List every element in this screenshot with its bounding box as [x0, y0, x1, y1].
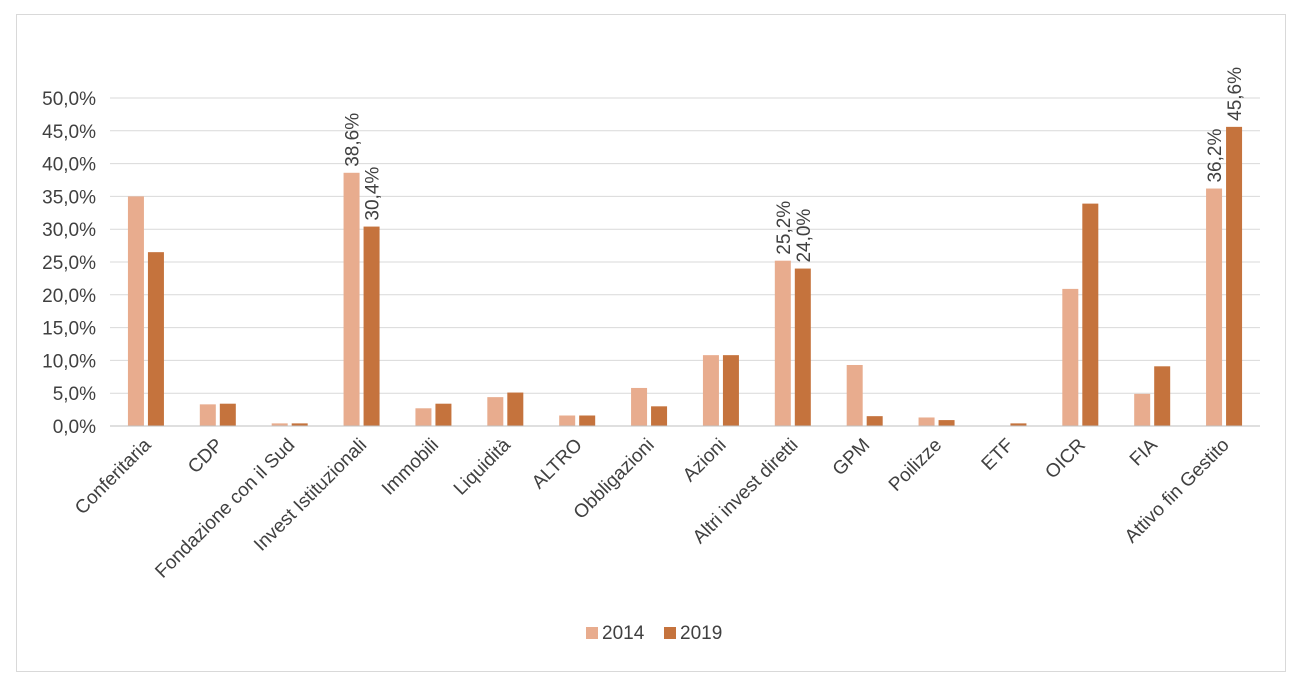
bar-2014: [702, 355, 719, 426]
data-label: 45,6%: [1225, 67, 1246, 121]
bar-2019: [363, 226, 380, 426]
bar-2019: [1154, 366, 1171, 426]
y-tick-label: 50,0%: [42, 89, 96, 110]
y-tick-label: 5,0%: [53, 384, 96, 405]
y-tick-label: 40,0%: [42, 155, 96, 176]
data-label: 36,2%: [1205, 129, 1226, 183]
category-label: Azioni: [679, 435, 730, 486]
data-label: 30,4%: [363, 167, 384, 221]
bar-2014: [1134, 393, 1151, 426]
bar-2019: [507, 392, 524, 426]
y-axis-tick-labels: 0,0% 5,0% 10,0% 15,0% 20,0% 25,0% 30,0% 35,0% 40…: [42, 89, 96, 438]
data-label: 25,2%: [774, 201, 795, 255]
bar-2014: [774, 260, 791, 426]
bars: [127, 126, 1243, 426]
legend-swatch-2014: [586, 627, 598, 639]
category-label: GPM: [829, 435, 874, 480]
bar-2014: [846, 364, 863, 426]
bar-2019: [219, 403, 236, 426]
bar-2019: [579, 415, 596, 426]
bar-2014: [271, 423, 288, 426]
bar-2019: [1010, 423, 1027, 426]
y-tick-label: 20,0%: [42, 286, 96, 307]
y-tick-label: 0,0%: [53, 417, 96, 438]
bar-2019: [1082, 203, 1099, 426]
bar-2014: [1206, 188, 1223, 426]
bar-2014: [415, 408, 432, 426]
data-labels: 38,6%30,4% 25,2% 24,0% 36,2% 45,6%: [343, 67, 1247, 263]
y-tick-label: 30,0%: [42, 220, 96, 241]
category-label: OICR: [1041, 435, 1089, 483]
bar-2014: [343, 172, 360, 426]
bar-2019: [794, 268, 811, 426]
bar-2014: [918, 417, 935, 426]
y-tick-label: 45,0%: [42, 122, 96, 143]
data-label: 38,6%: [343, 113, 364, 167]
legend-swatch-2019: [664, 627, 676, 639]
legend-label-2019: 2019: [680, 623, 722, 644]
bar-2014: [631, 387, 648, 426]
category-label: Immobili: [378, 435, 443, 500]
data-label: 24,0%: [794, 209, 815, 263]
bar-2014: [199, 404, 216, 426]
bar-2014: [127, 196, 144, 426]
y-tick-label: 15,0%: [42, 319, 96, 340]
bar-2014: [487, 397, 504, 426]
bar-2019: [147, 252, 164, 426]
y-tick-label: 35,0%: [42, 187, 96, 208]
category-label: Conferitaria: [71, 434, 156, 519]
category-label: ALTRO: [528, 435, 587, 494]
y-tick-label: 25,0%: [42, 253, 96, 274]
bar-2019: [938, 420, 955, 426]
category-label: Liquidità: [450, 434, 515, 499]
legend: 2014 2019: [586, 623, 722, 644]
category-label: Poilizze: [885, 435, 946, 496]
category-label: ETF: [978, 435, 1018, 475]
bar-2014: [559, 415, 576, 426]
bar-2019: [651, 406, 668, 426]
bar-2014: [1062, 288, 1079, 426]
category-label: FIA: [1126, 434, 1162, 470]
bar-2019: [1226, 126, 1243, 426]
bar-2019: [866, 416, 883, 426]
bar-2019: [291, 423, 308, 426]
y-tick-label: 10,0%: [42, 351, 96, 372]
legend-label-2014: 2014: [602, 623, 645, 644]
category-label: Fondazione con il Sud: [151, 435, 299, 583]
category-label: CDP: [184, 435, 227, 478]
bar-2019: [722, 355, 739, 426]
bar-2019: [435, 403, 452, 426]
